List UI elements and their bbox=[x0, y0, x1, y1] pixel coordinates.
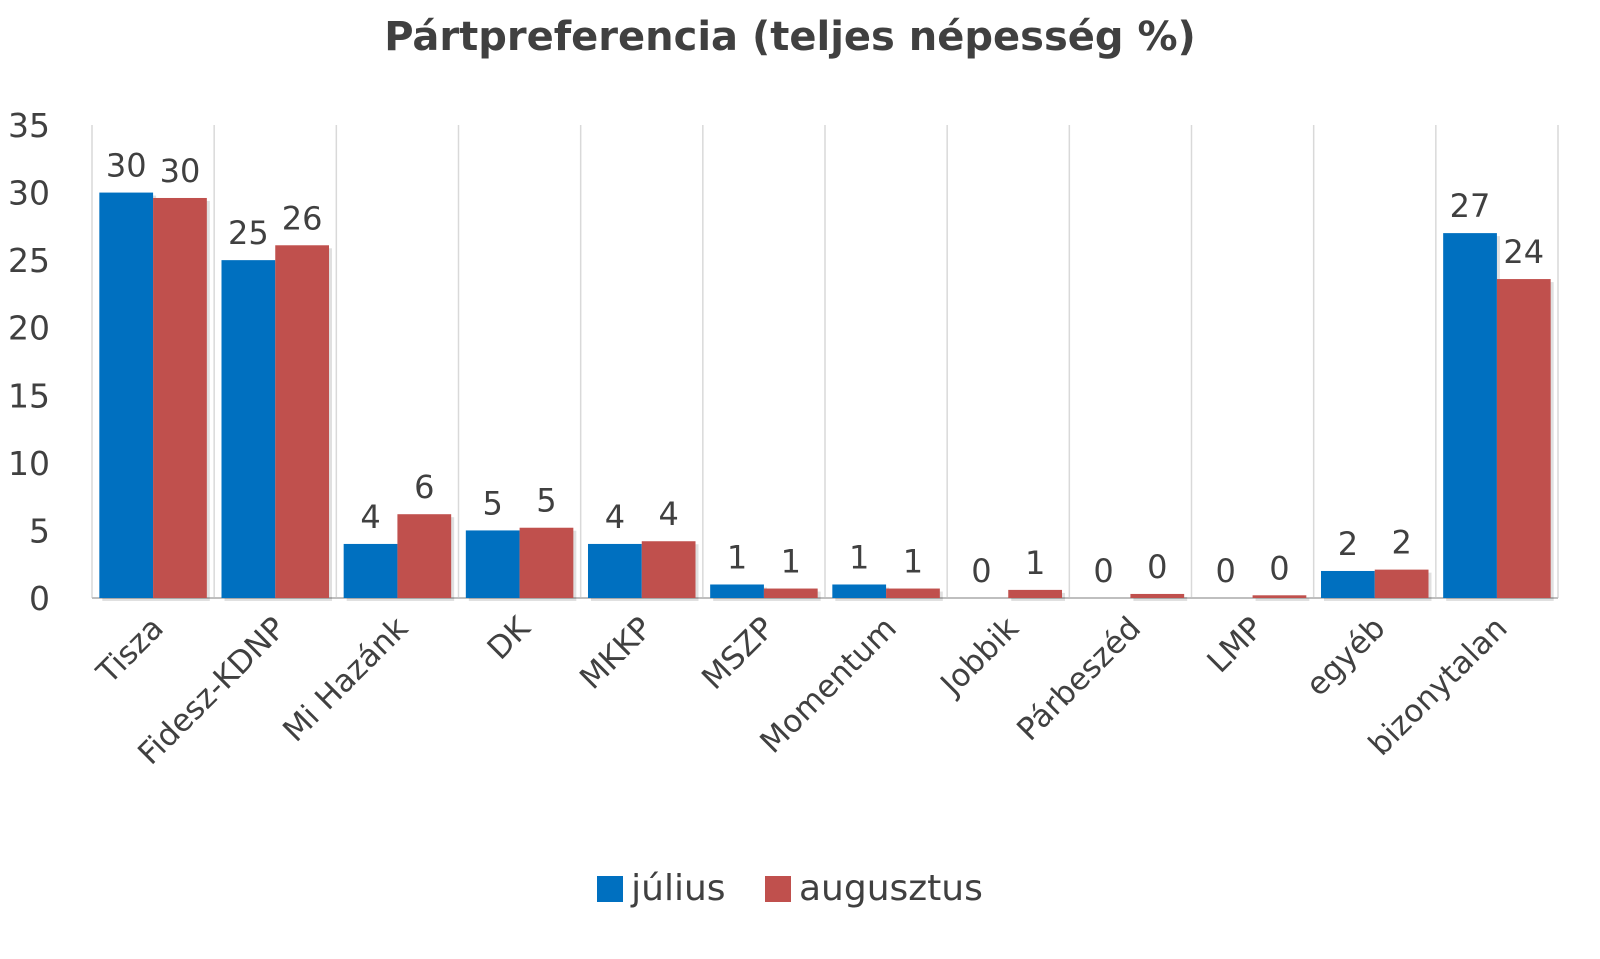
data-label: 1 bbox=[1025, 544, 1045, 582]
legend-swatch-julius bbox=[597, 875, 624, 902]
x-tick-label: MKKP bbox=[573, 610, 659, 696]
bar-augusztus bbox=[1252, 595, 1307, 598]
data-label: 4 bbox=[605, 498, 625, 536]
bar-július bbox=[1320, 570, 1375, 598]
x-tick-label: Párbeszéd bbox=[1010, 610, 1148, 748]
y-tick-label: 30 bbox=[8, 174, 50, 213]
data-label: 1 bbox=[903, 543, 923, 581]
x-tick-label: MSZP bbox=[695, 610, 782, 697]
data-label: 24 bbox=[1503, 233, 1544, 271]
data-label: 1 bbox=[727, 538, 747, 576]
legend-swatch-augusztus bbox=[764, 875, 791, 902]
bar-augusztus bbox=[1496, 279, 1551, 598]
y-tick-label: 25 bbox=[8, 241, 50, 280]
bar-augusztus bbox=[641, 541, 696, 598]
bar-július bbox=[221, 260, 276, 598]
data-label: 0 bbox=[1093, 552, 1113, 590]
data-label: 1 bbox=[781, 543, 801, 581]
x-tick-label: Jobbik bbox=[933, 610, 1026, 703]
bar-július bbox=[710, 584, 764, 598]
bar-augusztus bbox=[1130, 593, 1185, 598]
data-label: 1 bbox=[849, 538, 869, 576]
data-label: 2 bbox=[1338, 525, 1358, 563]
bar-július bbox=[99, 192, 154, 599]
data-label: 5 bbox=[536, 482, 556, 520]
data-label: 0 bbox=[1147, 548, 1167, 586]
bar-augusztus bbox=[1374, 569, 1429, 598]
legend-item-augusztus: augusztus bbox=[764, 868, 983, 909]
y-tick-label: 10 bbox=[8, 444, 50, 483]
data-label: 5 bbox=[483, 484, 503, 522]
x-tick-label: Tisza bbox=[89, 610, 170, 691]
bar-július bbox=[832, 584, 887, 598]
bar-shadow bbox=[1255, 598, 1310, 601]
data-label: 0 bbox=[971, 552, 991, 590]
bar-augusztus bbox=[153, 197, 207, 598]
x-tick-label: Mi Hazánk bbox=[276, 610, 415, 749]
x-tick-label: egyéb bbox=[1299, 610, 1392, 703]
data-label: 0 bbox=[1269, 549, 1289, 587]
legend-label-augusztus: augusztus bbox=[798, 868, 983, 909]
legend: július augusztus bbox=[0, 868, 1580, 911]
bar-augusztus bbox=[763, 588, 818, 598]
bar-július bbox=[587, 543, 642, 598]
data-label: 30 bbox=[160, 152, 201, 190]
data-label: 26 bbox=[282, 199, 323, 237]
x-tick-label: DK bbox=[481, 610, 538, 667]
data-label: 6 bbox=[414, 468, 434, 506]
x-tick-label: LMP bbox=[1200, 610, 1270, 680]
legend-label-julius: július bbox=[631, 868, 726, 909]
bar-augusztus bbox=[519, 527, 574, 598]
bar-augusztus bbox=[886, 588, 940, 598]
data-label: 25 bbox=[228, 214, 269, 252]
data-label: 4 bbox=[360, 498, 380, 536]
bar-július bbox=[343, 543, 398, 598]
bar-július bbox=[1443, 233, 1497, 598]
chart-title: Pártpreferencia (teljes népesség %) bbox=[384, 14, 1196, 60]
y-tick-label: 15 bbox=[8, 376, 50, 415]
data-label: 27 bbox=[1450, 187, 1491, 225]
bar-augusztus bbox=[275, 245, 330, 598]
y-tick-label: 35 bbox=[8, 106, 50, 145]
legend-item-julius: július bbox=[597, 868, 726, 909]
bar-augusztus bbox=[1008, 589, 1063, 598]
bar-július bbox=[465, 530, 520, 598]
bar-augusztus bbox=[397, 514, 452, 598]
y-tick-label: 5 bbox=[29, 511, 50, 550]
y-tick-label: 20 bbox=[8, 309, 50, 348]
data-label: 2 bbox=[1391, 524, 1411, 562]
y-tick-label: 0 bbox=[29, 579, 50, 618]
data-label: 0 bbox=[1216, 552, 1236, 590]
bar-shadow bbox=[1133, 596, 1188, 601]
data-label: 30 bbox=[106, 147, 147, 185]
data-label: 4 bbox=[658, 495, 678, 533]
